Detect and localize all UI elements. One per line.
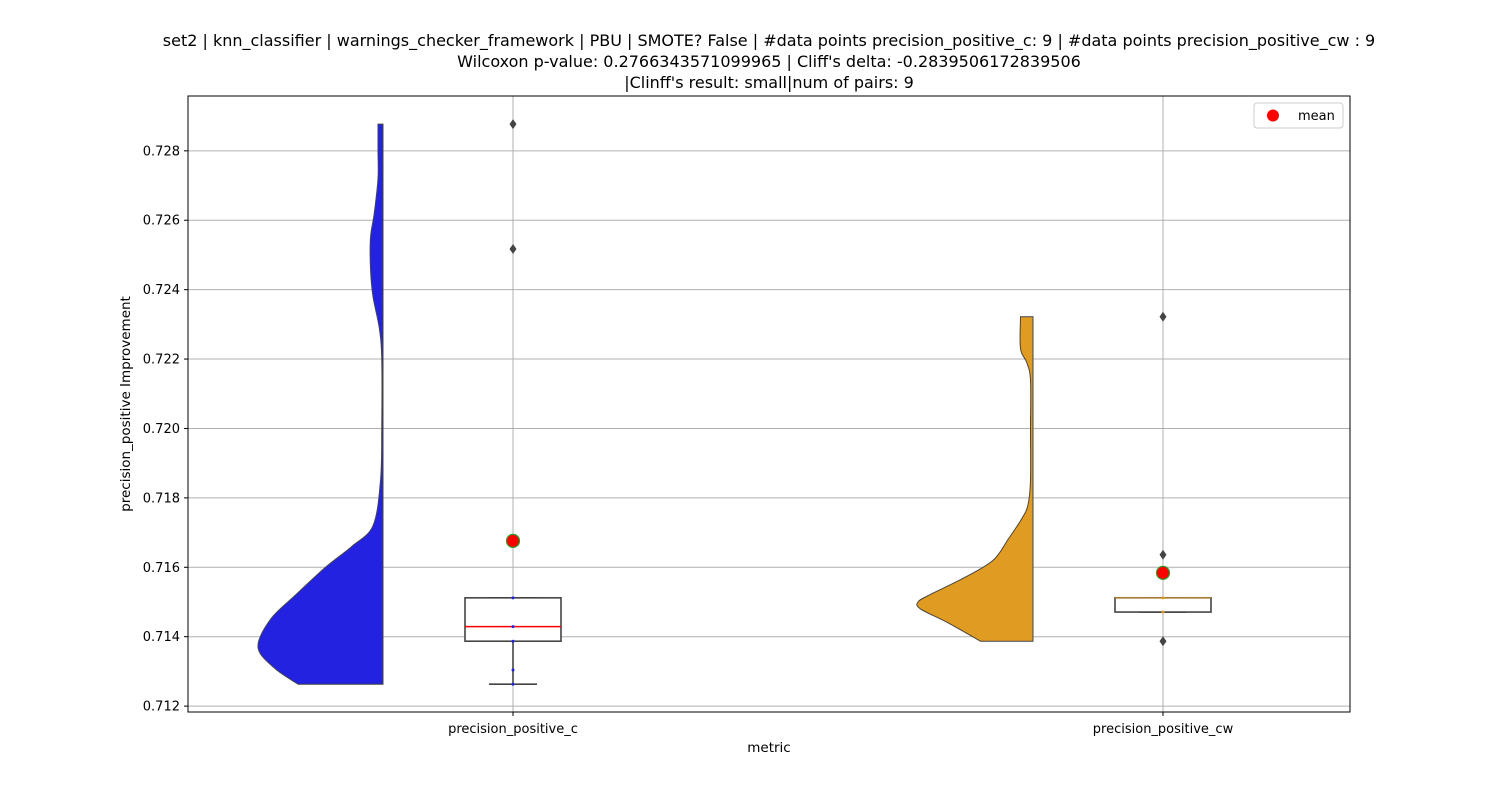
- data-point: [511, 625, 515, 629]
- mean-marker: [505, 533, 521, 549]
- x-tick-label: precision_positive_cw: [1093, 722, 1234, 737]
- violin-precision_positive_c: [257, 123, 384, 685]
- y-tick-label: 0.712: [143, 700, 180, 715]
- outlier-marker: [1159, 636, 1167, 647]
- y-tick-label: 0.720: [143, 422, 180, 437]
- y-axis-label: precision_positive Improvement: [118, 296, 134, 512]
- box-body: [1114, 597, 1212, 613]
- y-tick-label: 0.726: [143, 214, 180, 229]
- markers: [505, 119, 1171, 686]
- box-body: [464, 597, 562, 643]
- data-point: [511, 639, 515, 643]
- chart-title-line-1: set2 | knn_classifier | warnings_checker…: [163, 31, 1375, 51]
- outlier-marker: [1159, 311, 1167, 322]
- outlier-marker: [509, 244, 517, 255]
- plot-area-frame: [187, 95, 1351, 713]
- data-point: [1161, 596, 1165, 600]
- y-axis: 0.712 0.714 0.716 0.718 0.720 0.722 0.724 0.726…: [143, 144, 188, 715]
- data-point: [511, 596, 515, 600]
- data-point: [511, 682, 515, 686]
- y-tick-label: 0.728: [143, 144, 180, 159]
- legend-frame: [1253, 102, 1344, 129]
- y-tick-label: 0.718: [143, 491, 180, 506]
- x-tick-label: precision_positive_c: [448, 722, 578, 737]
- legend-mean-label: mean: [1298, 109, 1335, 124]
- violin-precision_positive_cw: [916, 316, 1034, 642]
- boxplots: [464, 597, 1212, 686]
- y-tick-label: 0.716: [143, 561, 180, 576]
- x-axis-label: metric: [747, 740, 790, 756]
- legend: mean: [1253, 102, 1344, 129]
- violins: [257, 123, 1034, 685]
- outlier-marker: [1159, 549, 1167, 560]
- data-point: [1161, 610, 1165, 614]
- chart-title-line-2: Wilcoxon p-value: 0.2766343571099965 | C…: [457, 52, 1081, 71]
- legend-mean-marker: [1267, 109, 1279, 122]
- y-tick-label: 0.714: [143, 630, 180, 645]
- y-tick-label: 0.722: [143, 353, 180, 368]
- outlier-marker: [509, 119, 517, 130]
- mean-marker: [1155, 565, 1171, 580]
- data-point: [511, 668, 515, 672]
- y-tick-label: 0.724: [143, 283, 180, 298]
- chart-title-line-3: |Clinff's result: small|num of pairs: 9: [624, 73, 914, 92]
- x-axis: precision_positive_c precision_positive_c…: [448, 712, 1234, 737]
